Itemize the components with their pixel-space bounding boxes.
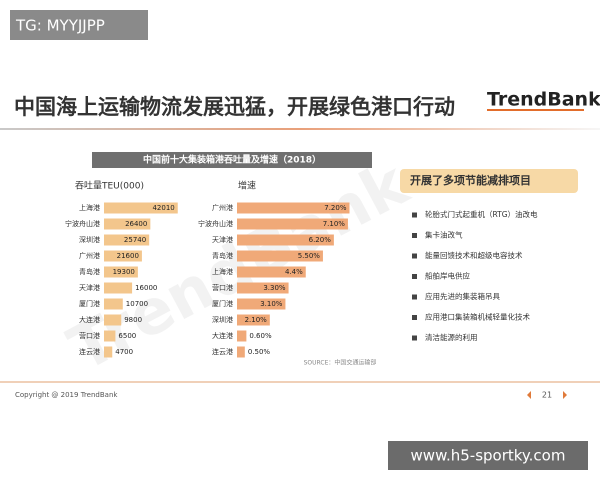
copyright: Copyright @ 2019 TrendBank bbox=[15, 391, 118, 399]
bar bbox=[237, 202, 350, 214]
bar bbox=[104, 298, 123, 310]
category-label: 天津港 bbox=[212, 235, 233, 244]
bullet bbox=[412, 212, 417, 218]
category-label: 大连港 bbox=[79, 315, 100, 324]
panel-item: 能量回馈技术和超级电容技术 bbox=[425, 250, 523, 260]
page-number: 21 bbox=[542, 391, 552, 400]
panel-item: 集卡油改气 bbox=[425, 230, 463, 240]
figure-title-band bbox=[92, 152, 372, 168]
category-label: 广州港 bbox=[212, 203, 233, 212]
figure-title: 中国前十大集装箱港吞吐量及增速（2018） bbox=[143, 154, 321, 166]
value-label: 9800 bbox=[124, 316, 142, 324]
site-text: www.h5-sportky.com bbox=[411, 447, 566, 465]
value-label: 10700 bbox=[126, 300, 148, 308]
tag-text: TG: MYYJJPP bbox=[15, 17, 105, 35]
value-label: 7.10% bbox=[323, 220, 346, 228]
bar bbox=[237, 330, 247, 342]
bar bbox=[104, 314, 122, 326]
panel-title-box bbox=[400, 169, 578, 193]
bullet bbox=[412, 274, 417, 279]
panel-item: 应用港口集装箱机械轻量化技术 bbox=[425, 312, 530, 322]
panel-item: 应用先进的集装箱吊具 bbox=[425, 291, 500, 301]
category-label: 宁波舟山港 bbox=[65, 219, 100, 228]
category-label: 天津港 bbox=[79, 283, 100, 292]
category-label: 上海港 bbox=[212, 267, 233, 276]
category-label: 营口港 bbox=[212, 283, 233, 292]
bar bbox=[237, 234, 334, 246]
bar bbox=[237, 346, 245, 358]
category-label: 深圳港 bbox=[212, 315, 233, 324]
panel-item: 轮胎式门式起重机（RTG）油改电 bbox=[425, 209, 538, 219]
bar bbox=[104, 218, 151, 230]
category-label: 厦门港 bbox=[212, 299, 233, 308]
value-label: 3.30% bbox=[263, 284, 286, 292]
bar bbox=[104, 266, 138, 278]
bullet bbox=[412, 233, 417, 238]
category-label: 连云港 bbox=[79, 347, 100, 356]
chart-title: 增速 bbox=[238, 180, 256, 192]
category-label: 连云港 bbox=[212, 347, 233, 356]
category-label: 青岛港 bbox=[212, 251, 233, 260]
value-label: 2.10% bbox=[245, 316, 268, 324]
value-label: 21600 bbox=[117, 252, 139, 260]
value-label: 4700 bbox=[115, 348, 133, 356]
value-label: 0.50% bbox=[248, 348, 271, 356]
site-box bbox=[388, 441, 588, 470]
source: SOURCE：中国交通运输部 bbox=[304, 359, 377, 367]
bullet bbox=[412, 253, 417, 259]
category-label: 厦门港 bbox=[79, 299, 100, 308]
value-label: 6500 bbox=[118, 332, 136, 340]
tag-box bbox=[10, 10, 148, 40]
value-label: 0.60% bbox=[249, 332, 272, 340]
bar bbox=[104, 330, 116, 342]
value-label: 7.20% bbox=[324, 204, 347, 212]
bar bbox=[237, 282, 289, 294]
bar bbox=[104, 282, 133, 294]
category-label: 大连港 bbox=[212, 331, 233, 340]
value-label: 4.4% bbox=[285, 268, 303, 276]
bar bbox=[237, 298, 286, 310]
slide-title: 中国海上运输物流发展迅猛，开展绿色港口行动 bbox=[14, 95, 455, 119]
bar bbox=[104, 234, 150, 246]
panel-item: 船舶岸电供应 bbox=[425, 271, 470, 281]
bar bbox=[104, 202, 178, 214]
panel-item: 清洁能源的利用 bbox=[425, 332, 478, 342]
value-label: 5.50% bbox=[298, 252, 321, 260]
category-label: 广州港 bbox=[79, 251, 100, 260]
bullet bbox=[412, 294, 417, 300]
value-label: 26400 bbox=[125, 220, 147, 228]
value-label: 6.20% bbox=[309, 236, 332, 244]
panel-title: 开展了多项节能减排项目 bbox=[410, 173, 531, 187]
category-label: 深圳港 bbox=[79, 235, 100, 244]
bar bbox=[237, 218, 348, 230]
bullet bbox=[412, 315, 417, 320]
header-rule bbox=[0, 128, 600, 130]
value-label: 25740 bbox=[124, 236, 146, 244]
category-label: 青岛港 bbox=[79, 267, 100, 276]
value-label: 19300 bbox=[113, 268, 135, 276]
bar bbox=[104, 250, 142, 262]
category-label: 宁波舟山港 bbox=[198, 219, 233, 228]
value-label: 42010 bbox=[152, 204, 174, 212]
chart-title: 吞吐量TEU(000) bbox=[75, 181, 144, 192]
logo: TrendBank bbox=[487, 89, 600, 111]
next-arrow[interactable] bbox=[563, 391, 567, 399]
bar bbox=[237, 314, 270, 326]
category-label: 上海港 bbox=[79, 203, 100, 212]
value-label: 3.10% bbox=[260, 300, 283, 308]
value-label: 16000 bbox=[135, 284, 157, 292]
prev-arrow[interactable] bbox=[527, 391, 531, 399]
category-label: 营口港 bbox=[79, 331, 100, 340]
bar bbox=[237, 266, 306, 278]
bar bbox=[237, 250, 323, 262]
bar bbox=[104, 346, 113, 358]
bullet bbox=[412, 335, 417, 341]
